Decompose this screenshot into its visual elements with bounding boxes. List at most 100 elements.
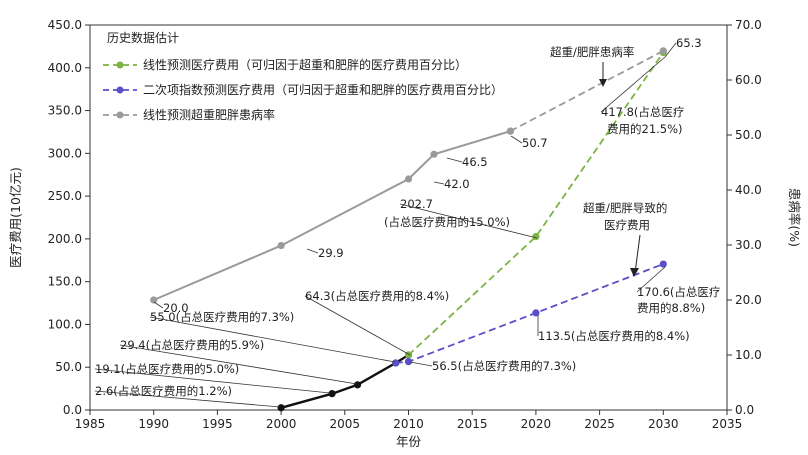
series-3-point xyxy=(404,175,413,183)
data-label: 113.5(占总医疗费用的8.4%) xyxy=(538,329,690,343)
data-labels-layer: 2.6(占总医疗费用的1.2%) 19.1(占总医疗费用的5.0%) 29.4(占总… xyxy=(94,36,720,408)
x-tick-label: 2030 xyxy=(648,417,679,431)
data-label: 55.0(占总医疗费用的7.3%) xyxy=(150,310,294,324)
y-tick-label: 0.0 xyxy=(63,403,82,417)
y2-tick-label: 70.0 xyxy=(735,18,762,32)
y-tick-label: 400.0 xyxy=(48,61,82,75)
data-label: 202.7 xyxy=(400,197,433,211)
legend-entry-label: 线性预测超重肥胖患病率 xyxy=(143,107,275,122)
series-0-point xyxy=(277,404,285,412)
y2-tick-label: 0.0 xyxy=(735,403,754,417)
y-tick-label: 200.0 xyxy=(48,232,82,246)
x-tick-label: 2010 xyxy=(393,417,424,431)
data-label-leader xyxy=(149,316,396,363)
data-label: 29.9 xyxy=(318,246,344,260)
y2-tick-label: 10.0 xyxy=(735,348,762,362)
x-tick-label: 2025 xyxy=(584,417,615,431)
annotation-arrowhead xyxy=(630,268,639,277)
data-label: 20.0 xyxy=(163,301,189,315)
y-tick-label: 350.0 xyxy=(48,104,82,118)
data-label-leader xyxy=(306,248,319,254)
legend-entry-label: 线性预测医疗费用（可归因于超重和肥胖的医疗费用百分比） xyxy=(143,57,467,72)
legend-swatch-marker xyxy=(116,111,124,119)
data-label: 170.6(占总医疗 xyxy=(637,285,720,299)
data-label-leader xyxy=(446,157,463,163)
data-label-leader xyxy=(304,295,411,356)
data-label-leader xyxy=(153,301,164,309)
data-label: (占总医疗费用的15.0%) xyxy=(384,215,510,229)
x-tick-label: 2035 xyxy=(712,417,743,431)
series-0-point xyxy=(353,381,362,389)
x-tick-label: 2000 xyxy=(266,417,297,431)
series-4-point xyxy=(506,127,515,135)
x-tick-label: 1990 xyxy=(138,417,169,431)
series-3-point xyxy=(277,241,285,250)
y-tick-label: 50.0 xyxy=(55,360,82,374)
data-label-leader xyxy=(409,361,433,367)
data-label-leader xyxy=(94,390,281,408)
series-line-4 xyxy=(509,50,664,132)
data-label: 417.8(占总医疗 xyxy=(601,105,684,119)
series-3-point xyxy=(430,150,438,158)
series-2-point xyxy=(659,260,667,268)
axes: 1985 1990 1995 2000 2005 2010 2015 2020 2025 2030… xyxy=(8,18,802,449)
data-label-leader xyxy=(600,56,666,113)
y2-tick-label: 20.0 xyxy=(735,293,762,307)
legend-entry-label: 二次项指数预测医疗费用（可归因于超重和肥胖的医疗费用百分比） xyxy=(143,82,503,97)
annotation-prevalence: 超重/肥胖患病率 xyxy=(550,45,634,59)
y2-tick-label: 30.0 xyxy=(735,238,762,252)
data-label-leader xyxy=(433,181,445,185)
y-tick-label: 300.0 xyxy=(48,146,82,160)
data-label: 费用的21.5%) xyxy=(607,122,683,136)
data-label: 42.0 xyxy=(444,177,470,191)
series-line-1 xyxy=(407,51,665,356)
series-3-point xyxy=(150,296,158,304)
series-line-0 xyxy=(280,353,410,409)
y-tick-label: 150.0 xyxy=(48,275,82,289)
x-tick-label: 2020 xyxy=(521,417,552,431)
data-label-leader xyxy=(510,135,523,144)
y-axis-title: 医疗费用(10亿元) xyxy=(8,167,23,268)
legend-title: 历史数据估计 xyxy=(107,30,179,45)
x-tick-label: 2015 xyxy=(457,417,488,431)
y-tick-label: 450.0 xyxy=(48,18,82,32)
data-label: 2.6(占总医疗费用的1.2%) xyxy=(95,384,232,398)
series-1-point xyxy=(532,232,540,241)
data-label: 29.4(占总医疗费用的5.9%) xyxy=(120,338,264,352)
annotation-arrowhead xyxy=(599,79,607,87)
x-tick-label: 2005 xyxy=(330,417,361,431)
legend-swatch-marker xyxy=(116,86,124,94)
series-2-point xyxy=(392,359,400,367)
data-label: 65.3 xyxy=(676,36,702,50)
y-tick-label: 100.0 xyxy=(48,317,82,331)
series-2-point xyxy=(404,358,413,366)
y2-tick-label: 50.0 xyxy=(735,128,762,142)
data-label-leader xyxy=(636,266,666,293)
x-tick-label: 1995 xyxy=(202,417,233,431)
annotation-arrow xyxy=(634,234,641,274)
series-4-point xyxy=(659,47,667,55)
series-layer xyxy=(150,47,667,412)
annotation-cost-line1: 超重/肥胖导致的 xyxy=(583,201,667,215)
data-label-leader xyxy=(94,368,331,394)
data-label: 56.5(占总医疗费用的7.3%) xyxy=(432,359,576,373)
data-label: 19.1(占总医疗费用的5.0%) xyxy=(95,362,239,376)
x-axis-title: 年份 xyxy=(396,434,422,449)
series-2-point xyxy=(532,309,540,317)
legend-swatch-marker xyxy=(116,61,124,69)
y2-tick-label: 60.0 xyxy=(735,73,762,87)
annotation-cost-line2: 医疗费用 xyxy=(604,218,650,232)
data-label: 50.7 xyxy=(522,136,548,150)
data-label: 费用的8.8%) xyxy=(637,301,705,315)
data-label-leader xyxy=(399,203,538,239)
series-line-2 xyxy=(395,263,664,364)
data-label: 64.3(占总医疗费用的8.4%) xyxy=(305,289,449,303)
y2-axis-title: 患病率(%) xyxy=(787,188,802,247)
y-tick-label: 250.0 xyxy=(48,189,82,203)
data-label: 46.5 xyxy=(462,155,488,169)
series-0-point xyxy=(328,390,336,398)
data-label-leader xyxy=(664,42,677,58)
x-tick-label: 1985 xyxy=(75,417,106,431)
